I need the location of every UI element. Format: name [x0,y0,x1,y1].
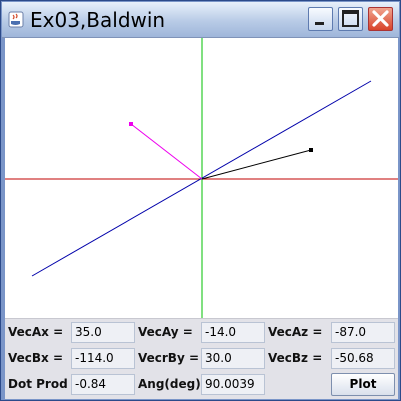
vecby-label: VecrBy = [138,347,199,369]
angle-label: Ang(deg) [138,373,201,395]
close-button[interactable] [368,7,393,31]
vecay-field[interactable]: -14.0 [201,322,265,343]
vector-b-endpoint [309,148,313,152]
vecay-label: VecAy = [138,321,193,343]
vecbx-field[interactable]: -114.0 [71,348,135,369]
plot-button[interactable]: Plot [331,373,395,396]
vecby-field[interactable]: 30.0 [201,348,265,369]
vecax-field[interactable]: 35.0 [71,322,135,343]
window-title: Ex03,Baldwin [30,7,165,33]
java-app-icon [8,11,24,28]
maximize-icon [339,8,362,30]
vecaz-field[interactable]: -87.0 [331,322,395,343]
title-bar[interactable]: Ex03,Baldwin [2,2,399,38]
vector-a [131,124,202,179]
vector-a-endpoint [129,122,133,126]
vector-b [202,150,311,179]
vecaz-label: VecAz = [268,321,322,343]
vecbz-label: VecBz = [268,347,322,369]
minimize-button[interactable] [308,7,333,31]
plot-canvas [5,38,398,318]
content-pane: VecAx = 35.0 VecAy = -14.0 VecAz = -87.0… [5,38,398,398]
dot-product-field: -0.84 [71,374,135,395]
vecax-label: VecAx = [8,321,63,343]
input-panel: VecAx = 35.0 VecAy = -14.0 VecAz = -87.0… [5,318,398,399]
minimize-icon [309,8,332,30]
vecbz-field[interactable]: -50.68 [331,348,395,369]
angle-field: 90.0039 [201,374,265,395]
close-icon [369,8,392,30]
maximize-button[interactable] [338,7,363,31]
vecbx-label: VecBx = [8,347,63,369]
